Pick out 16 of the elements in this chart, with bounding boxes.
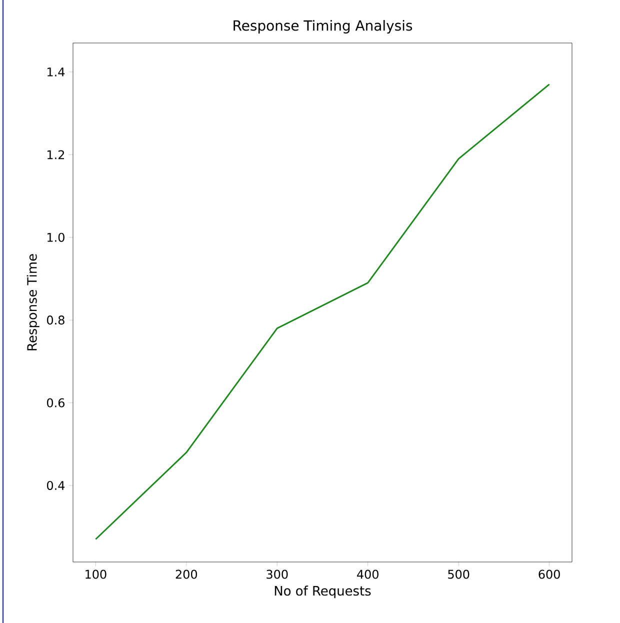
x-tick-label: 100: [86, 570, 106, 579]
y-tick-label: 1.4: [48, 68, 65, 76]
x-tick-label: 500: [448, 570, 470, 579]
x-tick-label: 300: [266, 570, 288, 579]
y-tick-label: 0.8: [46, 316, 64, 325]
x-tick-label: 400: [357, 570, 378, 579]
y-tick-label: 1.0: [48, 232, 64, 242]
y-axis-title: Response Time: [26, 254, 40, 350]
y-tick-label: 0.4: [46, 480, 65, 490]
chart-title: Response Timing Analysis: [234, 20, 412, 34]
y-tick-label: 0.6: [46, 398, 64, 408]
x-axis-title: No of Requests: [274, 586, 371, 598]
line-series: [94, 84, 550, 540]
y-tick-label: 1.2: [48, 150, 64, 160]
x-tick-label: 600: [538, 570, 560, 579]
x-tick-label: 200: [176, 570, 198, 579]
